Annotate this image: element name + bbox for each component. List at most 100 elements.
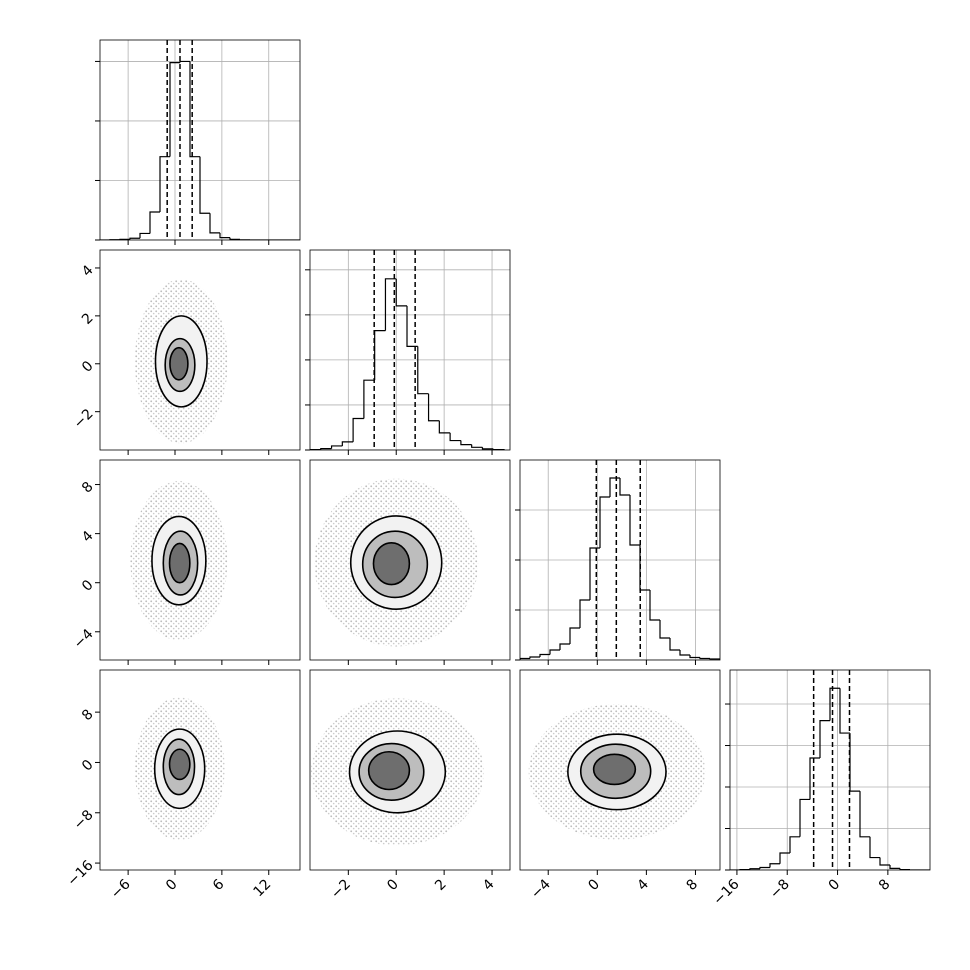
histogram-step — [199, 156, 210, 214]
y-tick-label: 0 — [79, 358, 97, 376]
histogram-step — [789, 836, 800, 853]
histogram-step — [869, 836, 880, 859]
y-tick-label: 0 — [79, 577, 97, 595]
histogram-step — [779, 852, 790, 864]
x-tick-label: 0 — [585, 876, 603, 894]
histogram-step — [849, 733, 860, 792]
histogram-step — [209, 213, 220, 234]
histogram-step — [374, 330, 386, 381]
histogram-step — [579, 599, 590, 628]
x-tick-label: −4 — [528, 876, 554, 902]
panel — [314, 478, 479, 647]
histogram-step — [549, 649, 560, 655]
panel-frame — [729, 669, 931, 871]
histogram-step — [427, 393, 440, 422]
histogram-step — [449, 432, 461, 442]
histogram-step — [649, 590, 660, 621]
x-tick-label: −16 — [710, 876, 742, 908]
contour — [372, 542, 411, 586]
histogram-step — [438, 420, 451, 434]
histogram-step — [599, 496, 610, 548]
histogram-step — [330, 445, 343, 449]
panel — [134, 697, 225, 841]
panel — [130, 481, 228, 641]
histogram-step — [859, 791, 870, 838]
histogram-step — [629, 495, 640, 546]
x-tick-label: 0 — [163, 876, 181, 894]
histogram-step — [749, 868, 760, 870]
histogram-step — [395, 278, 408, 307]
x-tick-label: 6 — [210, 876, 228, 894]
panel — [100, 40, 300, 240]
histogram-step — [481, 447, 494, 450]
y-tick-label: 2 — [79, 310, 97, 328]
histogram-step — [799, 798, 810, 837]
histogram-step — [589, 547, 600, 600]
x-tick-label: 4 — [480, 876, 498, 894]
panel — [134, 279, 228, 444]
histogram-step — [149, 211, 160, 234]
panel-frame — [309, 249, 511, 451]
contour — [168, 748, 191, 781]
histogram-step — [569, 627, 580, 644]
histogram-step — [609, 477, 620, 497]
panel — [311, 698, 484, 846]
histogram-step — [471, 444, 483, 448]
histogram-step — [879, 857, 890, 866]
x-tick-label: −8 — [767, 876, 793, 902]
histogram-step — [639, 545, 650, 591]
histogram-step — [139, 232, 150, 239]
histogram-step — [229, 237, 240, 240]
y-tick-label: −4 — [71, 626, 97, 652]
histogram-step — [769, 863, 780, 868]
y-tick-label: 8 — [79, 479, 97, 497]
histogram-step — [179, 60, 190, 63]
histogram-step — [320, 448, 332, 450]
panel-frame — [309, 459, 511, 661]
histogram-step — [169, 62, 180, 157]
panel-frame — [99, 669, 301, 871]
x-tick-label: 0 — [384, 876, 402, 894]
contour — [168, 542, 191, 584]
histogram-step — [559, 643, 570, 650]
panel-frame — [309, 669, 511, 871]
histogram-step — [889, 865, 900, 869]
contour — [592, 753, 637, 786]
histogram-step — [819, 720, 830, 758]
contour — [169, 346, 189, 381]
y-tick-label: 0 — [79, 757, 97, 775]
y-tick-label: −2 — [71, 406, 97, 432]
panel — [730, 670, 930, 870]
histogram-step — [219, 232, 230, 239]
histogram-step — [839, 688, 850, 734]
histogram-step — [352, 417, 364, 442]
y-tick-label: 4 — [79, 262, 97, 280]
histogram-step — [159, 156, 170, 213]
x-tick-label: 2 — [432, 876, 450, 894]
histogram-step — [689, 655, 700, 659]
x-tick-label: 8 — [876, 876, 894, 894]
histogram-step — [759, 866, 770, 869]
panel-frame — [99, 249, 301, 451]
histogram-step — [520, 657, 530, 660]
histogram-step — [679, 650, 690, 656]
histogram-step — [529, 656, 540, 659]
panel — [520, 460, 720, 660]
histogram-step — [406, 305, 418, 347]
y-tick-label: −16 — [64, 857, 96, 889]
histogram-step — [189, 61, 200, 158]
x-tick-label: −2 — [328, 876, 354, 902]
histogram-step — [809, 757, 820, 800]
histogram-step — [699, 657, 710, 660]
histogram-step — [619, 478, 630, 496]
histogram-step — [384, 278, 397, 331]
histogram-step — [341, 441, 354, 446]
y-tick-label: 8 — [79, 706, 97, 724]
panel-frame — [519, 459, 721, 661]
panel — [310, 250, 510, 450]
histogram-step — [899, 868, 910, 870]
panel — [528, 703, 706, 840]
histogram-step — [709, 658, 720, 660]
histogram-step — [539, 653, 550, 657]
x-tick-label: 8 — [683, 876, 701, 894]
